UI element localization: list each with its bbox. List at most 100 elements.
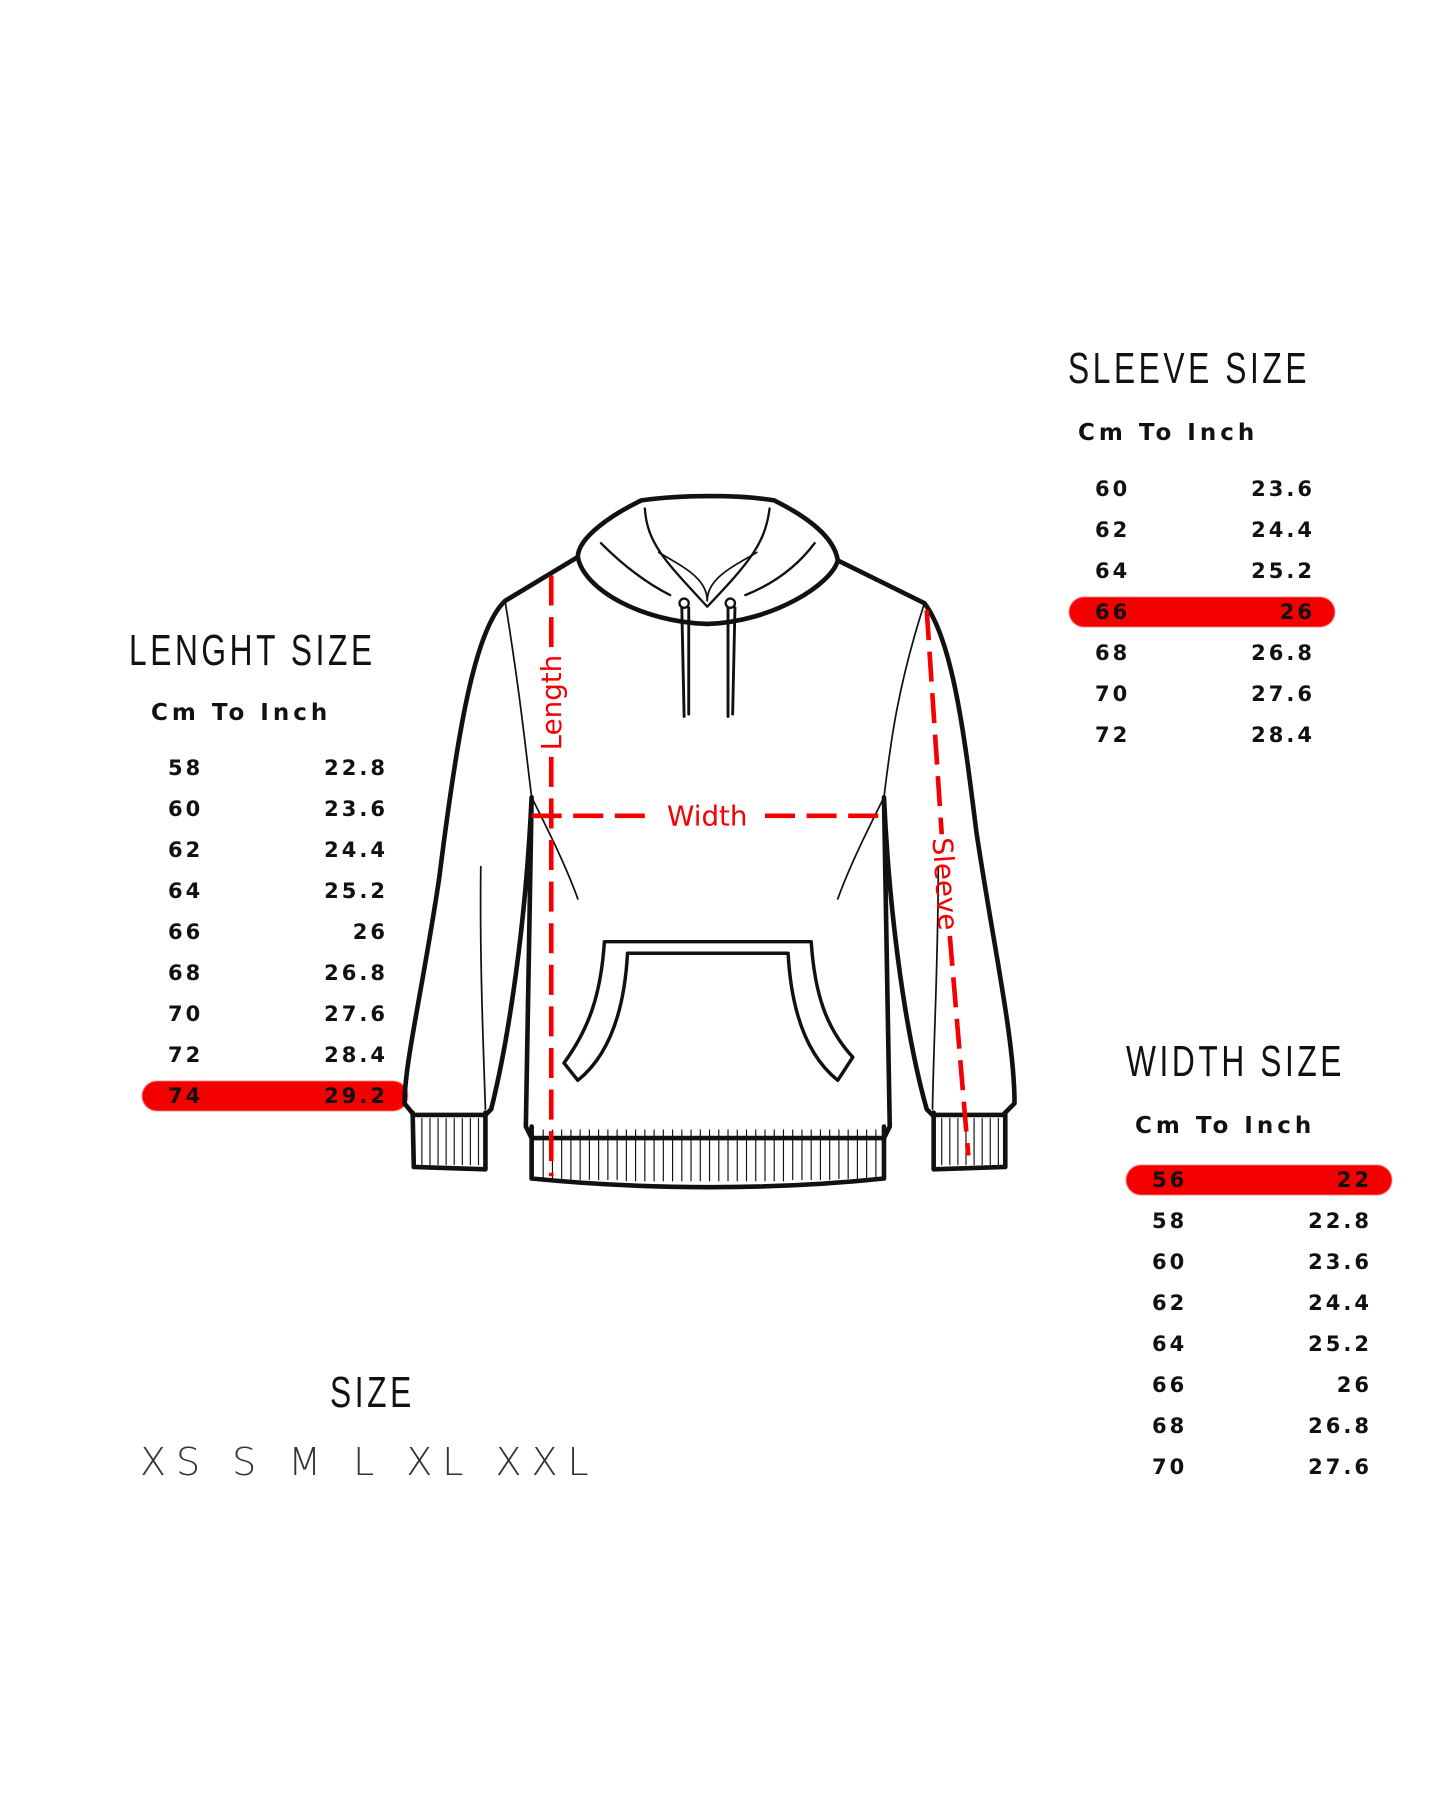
- inch-value: 26: [1336, 1373, 1372, 1397]
- inch-value: 25.2: [324, 879, 388, 903]
- cm-value: 66: [168, 920, 204, 944]
- inch-value: 27.6: [324, 1002, 388, 1026]
- table-row: 68 26.8: [1085, 633, 1315, 673]
- width-size-title: WIDTH SIZE: [1126, 1037, 1346, 1086]
- cm-value: 64: [168, 879, 204, 903]
- cm-value: 62: [1095, 518, 1131, 542]
- table-row: 64 25.2: [158, 871, 388, 911]
- table-row-highlighted: 56 22: [1126, 1160, 1392, 1200]
- table-row: 62 24.4: [158, 830, 388, 870]
- cm-value: 72: [1095, 723, 1131, 747]
- size-option-label: M: [288, 1440, 332, 1484]
- width-unit-header: Cm To Inch: [1135, 1113, 1316, 1139]
- cm-value: 66: [1095, 600, 1131, 624]
- inch-value: 26.8: [1308, 1414, 1372, 1438]
- cm-value: 72: [168, 1043, 204, 1067]
- cm-value: 60: [168, 797, 204, 821]
- table-row: 62 24.4: [1085, 510, 1315, 550]
- inch-value: 22.8: [324, 756, 388, 780]
- cm-value: 60: [1095, 477, 1131, 501]
- table-row: 72 28.4: [1085, 715, 1315, 755]
- table-row: 64 25.2: [1085, 551, 1315, 591]
- inch-value: 26.8: [1251, 641, 1315, 665]
- table-row: 66 26: [1142, 1365, 1372, 1405]
- cm-value: 70: [1095, 682, 1131, 706]
- size-option-s[interactable]: S: [232, 1440, 266, 1484]
- cm-value: 68: [1152, 1414, 1188, 1438]
- size-option-label: XL: [406, 1440, 474, 1484]
- length-size-title: LENGHT SIZE: [129, 626, 376, 675]
- inch-value: 25.2: [1251, 559, 1315, 583]
- size-title: SIZE: [330, 1368, 415, 1417]
- table-row: 62 24.4: [1142, 1283, 1372, 1323]
- inch-value: 26: [352, 920, 388, 944]
- inch-value: 23.6: [1251, 477, 1315, 501]
- inch-value: 26: [1279, 600, 1315, 624]
- cm-value: 62: [168, 838, 204, 862]
- cm-value: 74: [168, 1084, 204, 1108]
- size-option-xl[interactable]: XL: [406, 1440, 473, 1484]
- table-row-highlighted: 66 26: [1069, 592, 1335, 632]
- inch-value: 24.4: [1308, 1291, 1372, 1315]
- length-label: Length: [535, 655, 568, 751]
- size-options: XS S M L XL XXL: [140, 1434, 621, 1490]
- table-row: 70 27.6: [158, 994, 388, 1034]
- cm-value: 56: [1152, 1168, 1188, 1192]
- highlight-mark: [1069, 597, 1335, 627]
- table-row: 72 28.4: [158, 1035, 388, 1075]
- sleeve-measure-line: [924, 609, 971, 1156]
- table-row-highlighted: 74 29.2: [142, 1076, 408, 1116]
- inch-value: 23.6: [1308, 1250, 1372, 1274]
- size-option-l[interactable]: L: [345, 1434, 402, 1488]
- inch-value: 26.8: [324, 961, 388, 985]
- table-row: 68 26.8: [1142, 1406, 1372, 1446]
- sleeve-unit-header: Cm To Inch: [1078, 420, 1259, 446]
- table-row: 66 26: [158, 912, 388, 952]
- highlight-mark: [1126, 1165, 1392, 1195]
- cm-value: 70: [168, 1002, 204, 1026]
- inch-value: 27.6: [1308, 1455, 1372, 1479]
- width-label: Width: [667, 799, 748, 832]
- highlight-mark: [142, 1081, 408, 1111]
- inch-value: 27.6: [1251, 682, 1315, 706]
- sleeve-size-title: SLEEVE SIZE: [1068, 344, 1311, 393]
- table-row: 60 23.6: [1085, 469, 1315, 509]
- cm-value: 58: [168, 756, 204, 780]
- inch-value: 28.4: [324, 1043, 388, 1067]
- size-option-label: XXL: [495, 1440, 599, 1484]
- table-row: 60 23.6: [1142, 1242, 1372, 1282]
- size-option-label: XS: [140, 1440, 211, 1484]
- cm-value: 66: [1152, 1373, 1188, 1397]
- cm-value: 64: [1152, 1332, 1188, 1356]
- table-row: 64 25.2: [1142, 1324, 1372, 1364]
- cm-value: 68: [168, 961, 204, 985]
- inch-value: 24.4: [324, 838, 388, 862]
- size-option-label: L: [353, 1440, 385, 1484]
- size-option-m[interactable]: M: [288, 1440, 331, 1484]
- length-unit-header: Cm To Inch: [151, 700, 332, 726]
- size-option-xs[interactable]: XS: [140, 1440, 210, 1484]
- cm-value: 62: [1152, 1291, 1188, 1315]
- table-row: 70 27.6: [1085, 674, 1315, 714]
- inch-value: 29.2: [324, 1084, 388, 1108]
- inch-value: 23.6: [324, 797, 388, 821]
- table-row: 68 26.8: [158, 953, 388, 993]
- inch-value: 28.4: [1251, 723, 1315, 747]
- cm-value: 64: [1095, 559, 1131, 583]
- cm-value: 60: [1152, 1250, 1188, 1274]
- cm-value: 68: [1095, 641, 1131, 665]
- inch-value: 24.4: [1251, 518, 1315, 542]
- size-option-label: S: [232, 1440, 267, 1484]
- table-row: 58 22.8: [1142, 1201, 1372, 1241]
- hoodie-icon: Length Width Sleeve: [402, 493, 1017, 1190]
- inch-value: 25.2: [1308, 1332, 1372, 1356]
- table-row: 70 27.6: [1142, 1447, 1372, 1487]
- size-option-xxl[interactable]: XXL: [495, 1440, 598, 1484]
- inch-value: 22: [1336, 1168, 1372, 1192]
- table-row: 60 23.6: [158, 789, 388, 829]
- inch-value: 22.8: [1308, 1209, 1372, 1233]
- cm-value: 58: [1152, 1209, 1188, 1233]
- table-row: 58 22.8: [158, 748, 388, 788]
- sleeve-label: Sleeve: [926, 836, 965, 931]
- cm-value: 70: [1152, 1455, 1188, 1479]
